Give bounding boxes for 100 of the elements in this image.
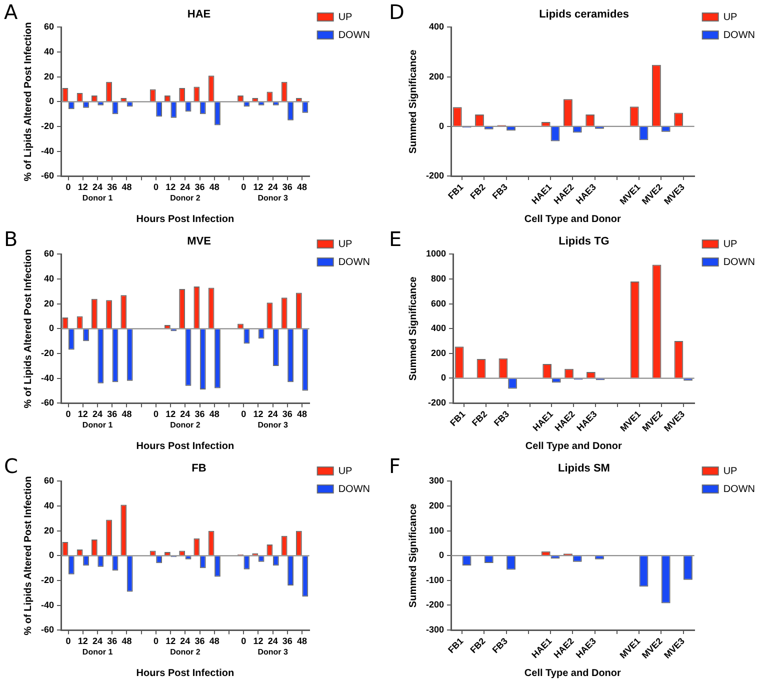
- x-tick-label: 24: [92, 182, 103, 192]
- y-tick-label: 0: [48, 96, 54, 106]
- y-tick-label: 1000: [426, 248, 446, 259]
- y-tick-label: -20: [40, 348, 54, 358]
- x-tick-label: 0: [153, 409, 158, 420]
- text: Donor 3: [258, 420, 288, 430]
- x-tick-label: 48: [297, 409, 308, 420]
- y-tick-label: 400: [428, 22, 444, 32]
- y-tick-label: 400: [430, 323, 446, 334]
- x-tick-label: 48: [209, 182, 220, 192]
- y-tick-label: -60: [40, 624, 54, 635]
- x-tick-label: 0: [66, 182, 71, 192]
- text: B: [4, 227, 18, 251]
- legend-label: UP: [338, 466, 353, 477]
- y-tick-label: 0: [48, 550, 54, 560]
- text: Donor 3: [258, 193, 288, 202]
- y-tick-label: -200: [428, 398, 446, 408]
- y-tick-label: -100: [426, 574, 444, 585]
- text: F: [389, 454, 401, 478]
- x-tick-label: 24: [268, 182, 278, 192]
- x-tick-label: 0: [241, 636, 246, 646]
- x-tick-label: 48: [209, 409, 220, 420]
- x-tick-label: 24: [180, 182, 190, 192]
- chart-title: Lipids ceramides: [539, 8, 629, 21]
- x-axis-title: Cell Type and Donor: [525, 440, 622, 452]
- y-tick-label: -60: [40, 170, 54, 181]
- x-tick-label: 12: [78, 182, 88, 192]
- x-tick-label: 12: [253, 409, 264, 420]
- x-axis-title: Hours Post Infection: [136, 668, 234, 679]
- text: Donor 2: [170, 420, 201, 430]
- y-tick-label: 0: [48, 323, 54, 334]
- x-tick-label: 0: [66, 636, 71, 646]
- x-tick-label: 0: [241, 182, 246, 192]
- y-tick-label: 60: [44, 248, 54, 259]
- x-axis-title: Hours Post Infection: [136, 214, 234, 225]
- x-tick-label: 36: [107, 409, 118, 420]
- y-axis-title: % of Lipids Altered Post Infection: [22, 476, 34, 636]
- text: Donor 3: [258, 647, 288, 656]
- y-tick-label: -60: [40, 398, 54, 408]
- y-tick-label: 600: [430, 298, 446, 308]
- x-tick-label: 36: [282, 182, 292, 192]
- y-tick-label: 40: [44, 500, 54, 511]
- y-tick-label: 200: [430, 348, 446, 358]
- x-tick-label: 24: [268, 409, 278, 420]
- text: Donor 2: [170, 193, 201, 202]
- y-tick-label: -300: [426, 624, 444, 635]
- x-tick-label: FB1: [448, 408, 468, 428]
- x-tick-label: FB1: [446, 636, 466, 656]
- text: Donor 1: [82, 647, 114, 656]
- x-tick-label: 36: [282, 409, 292, 420]
- x-tick-label: 48: [297, 182, 308, 192]
- text: Donor 1: [82, 193, 114, 202]
- y-tick-label: 40: [44, 274, 54, 284]
- y-tick-label: 0: [439, 120, 444, 131]
- x-tick-label: 12: [253, 636, 264, 646]
- chart-title: HAE: [187, 8, 211, 21]
- x-tick-label: 0: [66, 409, 71, 420]
- y-tick-label: -200: [426, 170, 444, 181]
- chart-title: Lipids SM: [558, 462, 610, 475]
- chart-title: FB: [192, 462, 206, 475]
- y-tick-label: 0: [441, 372, 446, 383]
- chart-title: MVE: [187, 236, 211, 248]
- x-tick-label: 24: [92, 409, 103, 420]
- text: Donor 1: [82, 420, 114, 430]
- legend-label: UP: [338, 238, 353, 250]
- x-tick-label: FB1: [446, 182, 466, 202]
- chart-title: Lipids TG: [558, 236, 610, 248]
- y-axis-title: Summed Significance: [408, 276, 419, 381]
- y-tick-label: -20: [40, 121, 54, 132]
- x-tick-label: 48: [122, 636, 132, 646]
- y-tick-label: 100: [428, 525, 444, 536]
- x-tick-label: 0: [241, 409, 246, 420]
- y-tick-label: 800: [430, 273, 446, 284]
- x-tick-label: 48: [122, 182, 132, 192]
- text: D: [389, 0, 404, 24]
- legend-label: DOWN: [723, 256, 756, 268]
- legend-label: UP: [338, 12, 353, 23]
- x-tick-label: 12: [166, 409, 176, 420]
- y-axis-title: % of Lipids Altered Post Infection: [22, 249, 34, 408]
- y-axis-title: Summed Significance: [408, 503, 419, 608]
- legend-label: DOWN: [338, 484, 370, 495]
- y-axis-title: Summed Significance: [408, 49, 419, 154]
- x-tick-label: 24: [180, 409, 190, 420]
- legend-label: DOWN: [338, 30, 370, 41]
- y-tick-label: -40: [40, 372, 54, 383]
- x-tick-label: 24: [92, 636, 103, 646]
- x-tick-label: 36: [194, 182, 205, 192]
- x-tick-label: 0: [153, 636, 158, 646]
- y-tick-label: 20: [44, 71, 54, 82]
- y-tick-label: -200: [426, 600, 444, 610]
- legend-label: UP: [723, 466, 738, 477]
- x-axis-title: Cell Type and Donor: [524, 214, 622, 225]
- x-tick-label: 36: [107, 182, 118, 192]
- y-tick-label: 300: [428, 476, 444, 486]
- text: Donor 2: [170, 647, 201, 656]
- y-tick-label: 20: [44, 525, 54, 536]
- text: A: [4, 0, 18, 24]
- y-tick-label: 40: [44, 46, 54, 57]
- legend-label: DOWN: [338, 256, 370, 268]
- x-tick-label: 0: [153, 182, 158, 192]
